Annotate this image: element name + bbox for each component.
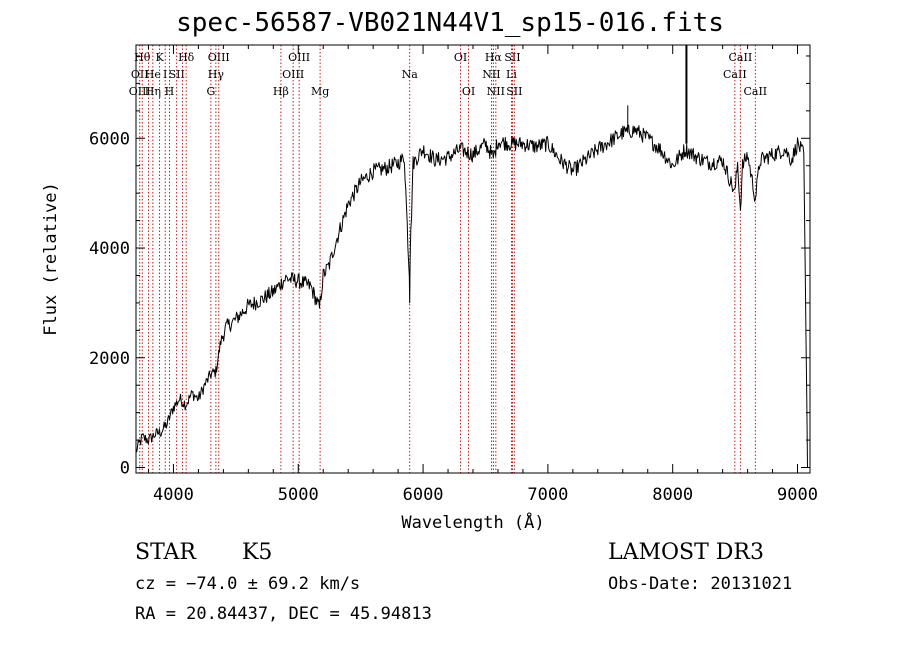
line-label-18-0: OI [454, 51, 467, 64]
line-label-3-1: Hη [145, 85, 161, 98]
line-label-16-0: Mg [311, 85, 329, 98]
line-label-5-0: I [163, 68, 167, 81]
object-subclass: K5 [242, 540, 273, 565]
line-label-15-0: OIII [288, 51, 310, 64]
spectrum-line-0 [135, 124, 808, 468]
line-label-17-0: Na [402, 68, 419, 81]
y-tick-label-0: 0 [120, 459, 130, 479]
line-label-23-0: Li [506, 68, 517, 81]
line-label-19-0: OI [462, 85, 475, 98]
line-label-1-0: Hθ [134, 51, 151, 64]
sky-coordinates: RA = 20.84437, DEC = 45.94813 [135, 604, 432, 624]
line-label-20-0: NII [482, 68, 500, 81]
line-label-26-0: CaII [723, 68, 747, 81]
y-axis-label: Flux (relative) [41, 182, 61, 336]
survey-name: LAMOST DR3 [608, 540, 764, 565]
observation-date: Obs-Date: 20131021 [608, 574, 793, 594]
line-label-28-0: CaII [743, 85, 767, 98]
line-label-13-0: Hβ [273, 85, 289, 98]
object-class: STAR [135, 540, 196, 565]
x-tick-label-7000: 7000 [527, 485, 568, 505]
line-label-25-0: SII [506, 85, 522, 98]
line-label-0-0: OII [131, 68, 149, 81]
line-label-0-1: OIII [129, 85, 151, 98]
line-label-12-0: OIII [208, 51, 230, 64]
line-label-3-0: He [145, 68, 161, 81]
line-label-11-0: Hγ [208, 68, 225, 81]
line-label-21-0: Hα [485, 51, 503, 64]
x-tick-label-9000: 9000 [777, 485, 818, 505]
line-label-24-0: SII [504, 51, 520, 64]
line-label-7-0: SII [169, 68, 185, 81]
y-tick-label-6000: 6000 [89, 129, 130, 149]
plot-frame [135, 44, 811, 474]
x-tick-label-5000: 5000 [278, 485, 319, 505]
line-label-4-0: K [155, 51, 164, 64]
redshift-velocity: cz = −74.0 ± 69.2 km/s [135, 574, 361, 594]
x-axis-label: Wavelength (Å) [401, 511, 544, 533]
line-label-22-0: NII [487, 85, 505, 98]
chart-title: spec-56587-VB021N44V1_sp15-016.fits [176, 8, 724, 38]
x-tick-label-4000: 4000 [153, 485, 194, 505]
line-label-10-0: G [206, 85, 215, 98]
line-label-27-0: CaII [729, 51, 753, 64]
line-label-9-0: Hδ [178, 51, 195, 64]
line-label-6-0: H [165, 85, 175, 98]
y-tick-label-4000: 4000 [89, 239, 130, 259]
line-label-14-0: OIII [282, 68, 304, 81]
y-tick-label-2000: 2000 [89, 349, 130, 369]
x-tick-label-8000: 8000 [652, 485, 693, 505]
x-tick-label-6000: 6000 [403, 485, 444, 505]
